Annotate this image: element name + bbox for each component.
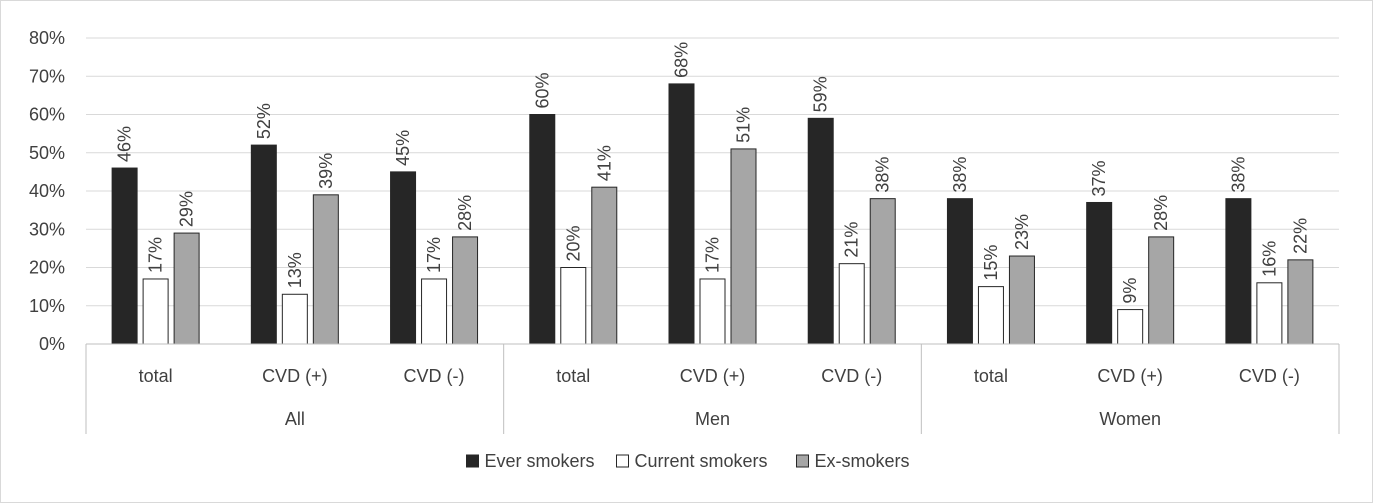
- bar: [312, 194, 339, 345]
- bar: [390, 171, 417, 345]
- x-group-label: All: [285, 409, 305, 429]
- bar-data-label: 23%: [1012, 214, 1032, 250]
- x-group-label: Women: [1099, 409, 1161, 429]
- bar-data-label: 38%: [1228, 157, 1248, 193]
- bar-data-label: 59%: [811, 76, 831, 112]
- bar: [869, 198, 896, 345]
- legend-label: Ex-smokers: [815, 451, 910, 471]
- bar-labels: 46% 17% 29% 52% 13% 39% 45% 17% 28% 60% 20% 41% 68% 1…: [115, 42, 1311, 304]
- bar: [730, 148, 757, 345]
- bar-data-label: 15%: [981, 245, 1001, 281]
- bar-data-label: 38%: [950, 157, 970, 193]
- bar: [1287, 259, 1314, 345]
- y-tick-label: 10%: [29, 296, 65, 316]
- y-tick-label: 70%: [29, 66, 65, 86]
- bar: [1117, 309, 1144, 345]
- bar: [1008, 255, 1035, 345]
- bar: [977, 286, 1004, 345]
- legend-label: Ever smokers: [485, 451, 595, 471]
- bar: [1256, 282, 1283, 345]
- x-category-label: CVD (+): [262, 366, 328, 386]
- bar: [1086, 201, 1113, 345]
- bar: [142, 278, 169, 345]
- bar-data-label: 17%: [146, 237, 166, 273]
- y-tick-label: 40%: [29, 181, 65, 201]
- bar-data-label: 38%: [873, 157, 893, 193]
- bar: [699, 278, 726, 345]
- bar: [250, 144, 277, 345]
- bar-data-label: 28%: [1151, 195, 1171, 231]
- x-category-label: CVD (-): [821, 366, 882, 386]
- bar: [529, 114, 556, 345]
- legend-label: Current smokers: [635, 451, 768, 471]
- x-category-label: CVD (-): [404, 366, 465, 386]
- bar-data-label: 21%: [842, 222, 862, 258]
- bar-data-label: 52%: [254, 103, 274, 139]
- bar: [560, 267, 587, 345]
- legend: Ever smokers Current smokers Ex-smokers: [466, 451, 910, 471]
- bar-data-label: 13%: [285, 252, 305, 288]
- bar: [452, 236, 479, 345]
- y-tick-label: 0%: [39, 334, 65, 354]
- bar: [946, 198, 973, 345]
- bar: [591, 186, 618, 345]
- bar-data-label: 45%: [393, 130, 413, 166]
- x-category-label: CVD (-): [1239, 366, 1300, 386]
- x-category-label: CVD (+): [680, 366, 746, 386]
- bar-data-label: 37%: [1089, 160, 1109, 196]
- bar: [281, 293, 308, 345]
- bar-data-label: 29%: [177, 191, 197, 227]
- y-tick-label: 20%: [29, 258, 65, 278]
- x-group-label: Men: [695, 409, 730, 429]
- bar: [668, 83, 695, 345]
- y-axis-ticks: 0% 10% 20% 30% 40% 50% 60% 70% 80%: [29, 28, 65, 354]
- bar-data-label: 60%: [532, 72, 552, 108]
- y-tick-label: 50%: [29, 143, 65, 163]
- bar-data-label: 46%: [115, 126, 135, 162]
- bars: [111, 83, 1314, 345]
- bar-data-label: 22%: [1290, 218, 1310, 254]
- bar: [838, 263, 865, 345]
- y-tick-label: 30%: [29, 219, 65, 239]
- y-tick-label: 80%: [29, 28, 65, 48]
- bar-data-label: 51%: [734, 107, 754, 143]
- legend-swatch: [466, 454, 479, 468]
- x-category-label: CVD (+): [1097, 366, 1163, 386]
- bar-data-label: 9%: [1120, 278, 1140, 304]
- bar: [421, 278, 448, 345]
- x-axis: total CVD (+) CVD (-) total CVD (+) CVD (-) to…: [85, 343, 1340, 434]
- bar: [111, 167, 138, 345]
- bar-data-label: 41%: [594, 145, 614, 181]
- legend-swatch: [796, 454, 809, 468]
- bar: [173, 232, 200, 345]
- bar-data-label: 17%: [703, 237, 723, 273]
- x-category-label: total: [139, 366, 173, 386]
- y-tick-label: 60%: [29, 105, 65, 125]
- legend-swatch: [616, 454, 629, 468]
- bar-data-label: 17%: [424, 237, 444, 273]
- x-category-label: total: [556, 366, 590, 386]
- bar-data-label: 28%: [455, 195, 475, 231]
- bar: [1148, 236, 1175, 345]
- bar-data-label: 68%: [672, 42, 692, 78]
- bar-data-label: 39%: [316, 153, 336, 189]
- bar-data-label: 16%: [1259, 241, 1279, 277]
- bar-data-label: 20%: [563, 225, 583, 261]
- bar: [807, 117, 834, 345]
- bar: [1225, 198, 1252, 345]
- x-category-label: total: [974, 366, 1008, 386]
